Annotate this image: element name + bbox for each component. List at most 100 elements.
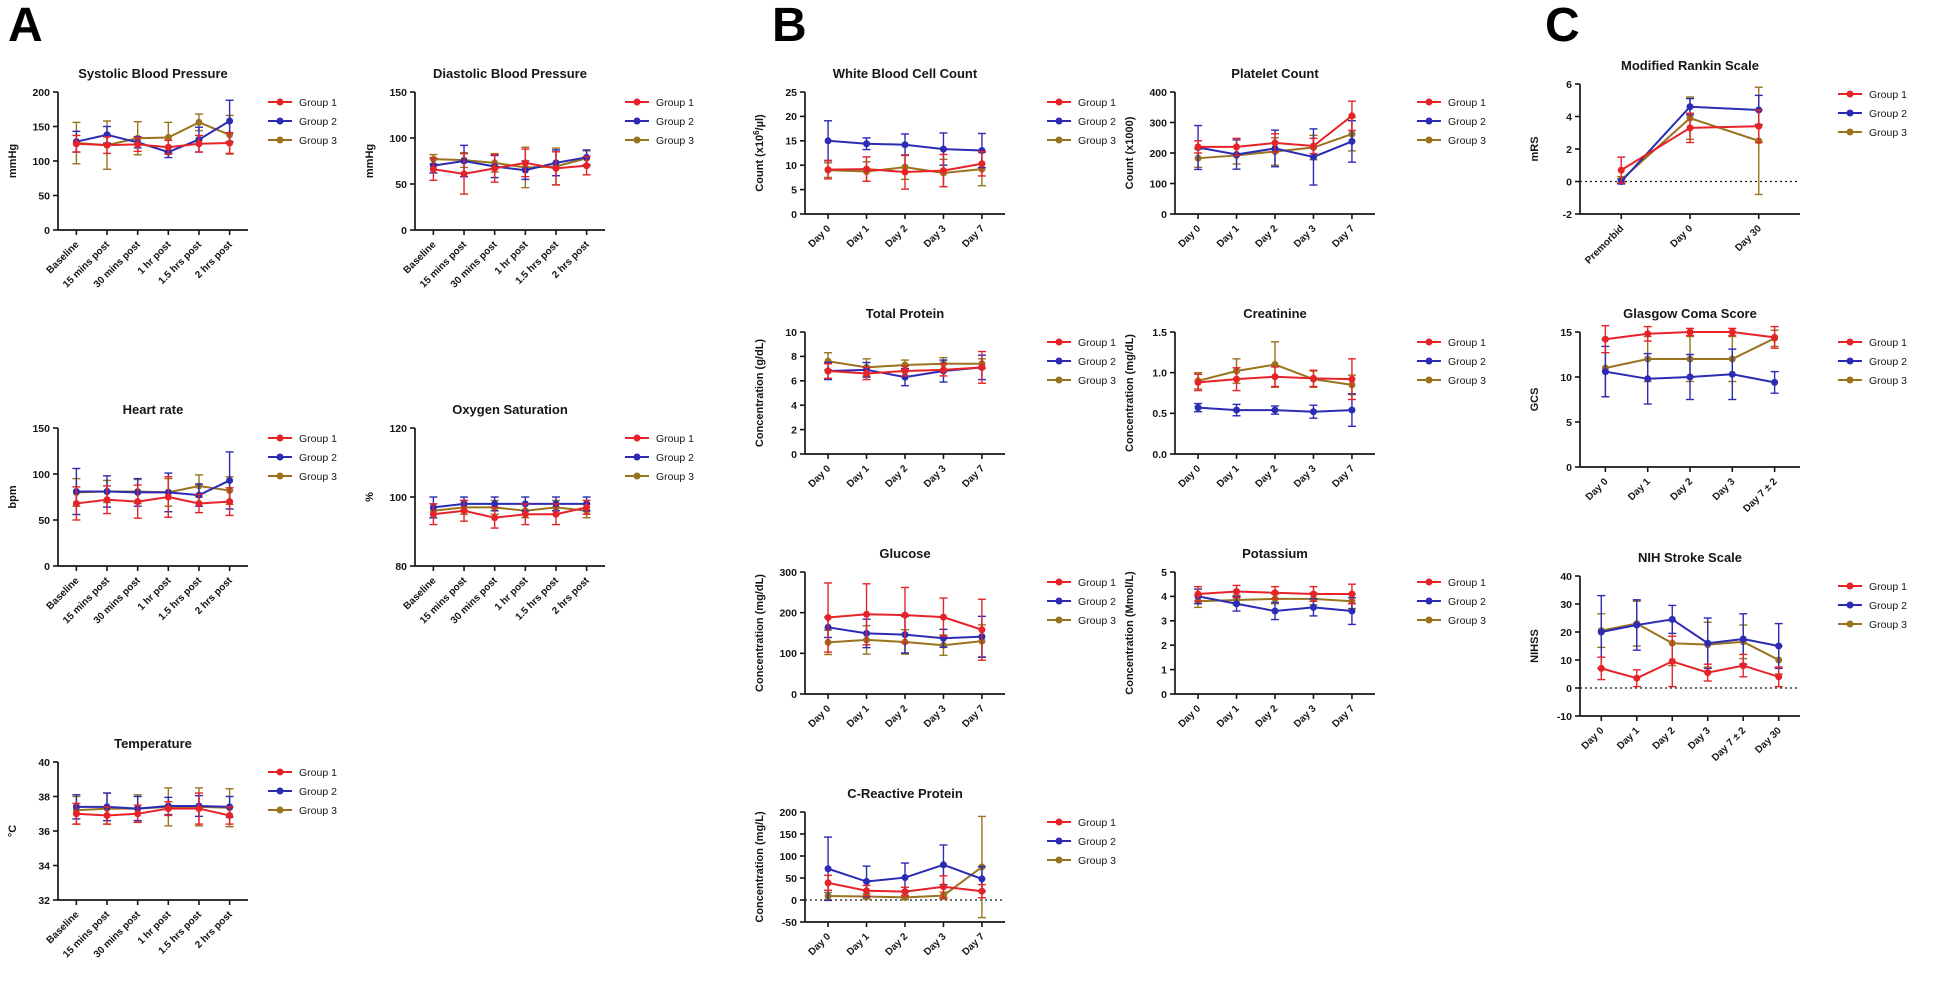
series-group-1 <box>824 582 986 661</box>
svg-text:200: 200 <box>779 807 797 819</box>
svg-text:0: 0 <box>401 225 407 237</box>
svg-text:Group 2: Group 2 <box>1078 116 1116 128</box>
svg-text:Group 3: Group 3 <box>1078 855 1116 867</box>
svg-text:Day 7: Day 7 <box>960 931 987 958</box>
svg-text:0: 0 <box>791 689 797 701</box>
svg-text:5: 5 <box>1566 417 1572 429</box>
chart-total-protein: Total Protein Concentration (g/dL) 0 2 4 6 8 10… <box>747 296 1127 531</box>
svg-text:Day 1: Day 1 <box>845 931 872 958</box>
svg-text:Concentration (g/dL): Concentration (g/dL) <box>754 339 766 447</box>
svg-text:Diastolic Blood Pressure: Diastolic Blood Pressure <box>433 66 587 81</box>
svg-text:0: 0 <box>44 225 50 237</box>
svg-text:Group 1: Group 1 <box>1869 337 1907 349</box>
series-group-1 <box>1194 358 1356 401</box>
svg-text:Day 0: Day 0 <box>1584 476 1611 503</box>
svg-text:Group 2: Group 2 <box>1869 356 1907 368</box>
svg-text:40: 40 <box>1560 571 1572 583</box>
svg-text:38: 38 <box>38 791 50 803</box>
svg-text:100: 100 <box>389 492 407 504</box>
svg-text:Day 0: Day 0 <box>807 223 834 250</box>
svg-text:Group 3: Group 3 <box>1448 135 1486 147</box>
svg-text:Group 3: Group 3 <box>1078 615 1116 627</box>
svg-text:32: 32 <box>38 895 50 907</box>
axes: 0 2 4 6 8 10 Day 0 Day 1 Day 2 Day 3 Day 7 <box>785 327 1005 490</box>
svg-text:25: 25 <box>785 87 797 99</box>
svg-text:°C: °C <box>7 825 19 837</box>
svg-text:0: 0 <box>791 895 797 907</box>
svg-text:Day 1: Day 1 <box>1626 476 1653 503</box>
svg-text:Group 1: Group 1 <box>1448 97 1486 109</box>
creatinine-plot: Creatinine Concentration (mg/dL) 0.0 0.5 1.0… <box>1124 306 1486 490</box>
svg-text:0: 0 <box>791 449 797 461</box>
series-group-2 <box>72 792 234 822</box>
svg-text:Day 3: Day 3 <box>1686 725 1713 752</box>
svg-text:Group 1: Group 1 <box>299 767 337 779</box>
nih-stroke-scale-plot: NIH Stroke Scale NIHSS -10 0 10 20 30 40 Day 0 Da… <box>1529 550 1907 764</box>
svg-text:10: 10 <box>785 160 797 172</box>
svg-text:6: 6 <box>791 376 797 388</box>
axes: 0.0 0.5 1.0 1.5 Day 0 Day 1 Day 2 Day 3 Day 7 <box>1152 327 1375 490</box>
legend: Group 1 Group 2 Group 3 <box>1838 581 1907 631</box>
series-group-2 <box>1597 594 1783 670</box>
svg-text:0: 0 <box>44 561 50 573</box>
svg-text:Day 3: Day 3 <box>922 703 949 730</box>
svg-text:Glucose: Glucose <box>879 546 930 561</box>
svg-text:50: 50 <box>785 873 797 885</box>
svg-text:Day 2: Day 2 <box>883 703 910 730</box>
svg-text:Group 1: Group 1 <box>299 97 337 109</box>
svg-text:Day 2: Day 2 <box>883 931 910 958</box>
svg-text:Count (x1000): Count (x1000) <box>1124 116 1136 189</box>
series-group-2 <box>429 496 591 519</box>
series-group-1 <box>824 150 986 190</box>
series-group-1 <box>1597 635 1783 688</box>
series-group-1 <box>1194 583 1356 605</box>
chart-systolic-blood-pressure: Systolic Blood Pressure mmHg 0 50 100 150 200 B… <box>0 56 368 311</box>
legend: Group 1 Group 2 Group 3 <box>1838 337 1907 387</box>
chart-white-blood-cell-count: White Blood Cell Count Count (x106/µl) 0 5 1… <box>747 56 1127 291</box>
svg-text:1.0: 1.0 <box>1152 367 1167 379</box>
svg-text:Group 2: Group 2 <box>1078 836 1116 848</box>
svg-text:0: 0 <box>1566 683 1572 695</box>
svg-text:Day 1: Day 1 <box>1215 703 1242 730</box>
legend: Group 1 Group 2 Group 3 <box>1417 97 1486 147</box>
svg-text:-2: -2 <box>1563 209 1572 221</box>
svg-text:Day 7: Day 7 <box>960 223 987 250</box>
series-group-1 <box>429 499 591 529</box>
svg-text:Heart rate: Heart rate <box>123 402 184 417</box>
series-group-1 <box>72 132 234 155</box>
series-group-1 <box>824 350 986 384</box>
chart-heart-rate: Heart rate bpm 0 50 100 150 Baseline 15 mins po… <box>0 392 368 647</box>
svg-text:Count (x106/µl): Count (x106/µl) <box>752 114 766 192</box>
legend: Group 1 Group 2 Group 3 <box>268 433 337 483</box>
chart-creatinine: Creatinine Concentration (mg/dL) 0.0 0.5 1.0… <box>1117 296 1497 531</box>
svg-text:0: 0 <box>1566 462 1572 474</box>
legend: Group 1 Group 2 Group 3 <box>625 97 694 147</box>
svg-text:Group 2: Group 2 <box>1078 596 1116 608</box>
axes: 0 5 10 15 Day 0 Day 1 Day 2 Day 3 Day 7 ± 2 <box>1560 327 1800 515</box>
svg-text:Day 3: Day 3 <box>922 223 949 250</box>
svg-text:Day 0: Day 0 <box>807 703 834 730</box>
svg-text:Day 0: Day 0 <box>1177 703 1204 730</box>
svg-text:Day 2: Day 2 <box>1253 463 1280 490</box>
chart-potassium: Potassium Concentration (Mmol/L) 0 1 2 3 4 5 Day… <box>1117 536 1497 771</box>
svg-text:Group 3: Group 3 <box>1078 135 1116 147</box>
legend: Group 1 Group 2 Group 3 <box>1047 97 1116 147</box>
svg-text:20: 20 <box>1560 627 1572 639</box>
svg-text:Concentration (Mmol/L): Concentration (Mmol/L) <box>1124 571 1136 695</box>
svg-text:Group 1: Group 1 <box>656 97 694 109</box>
legend: Group 1 Group 2 Group 3 <box>268 97 337 147</box>
svg-text:Day 0: Day 0 <box>1580 725 1607 752</box>
svg-text:Day 7: Day 7 <box>1330 223 1357 250</box>
svg-text:20: 20 <box>785 111 797 123</box>
axes: 0 1 2 3 4 5 Day 0 Day 1 Day 2 Day 3 Day 7 <box>1161 567 1375 730</box>
svg-text:Day 2: Day 2 <box>883 463 910 490</box>
svg-text:Group 2: Group 2 <box>299 786 337 798</box>
svg-text:Potassium: Potassium <box>1242 546 1308 561</box>
c-reactive-protein-plot: C-Reactive Protein Concentration (mg/L) -5… <box>754 786 1116 958</box>
diastolic-blood-pressure-plot: Diastolic Blood PressuremmHg050100150Bas… <box>364 66 694 290</box>
chart-temperature: Temperature °C 32 34 36 38 40 Baseline 15 mins p… <box>0 726 368 981</box>
svg-text:Day 3: Day 3 <box>922 931 949 958</box>
svg-text:5: 5 <box>1161 567 1167 579</box>
